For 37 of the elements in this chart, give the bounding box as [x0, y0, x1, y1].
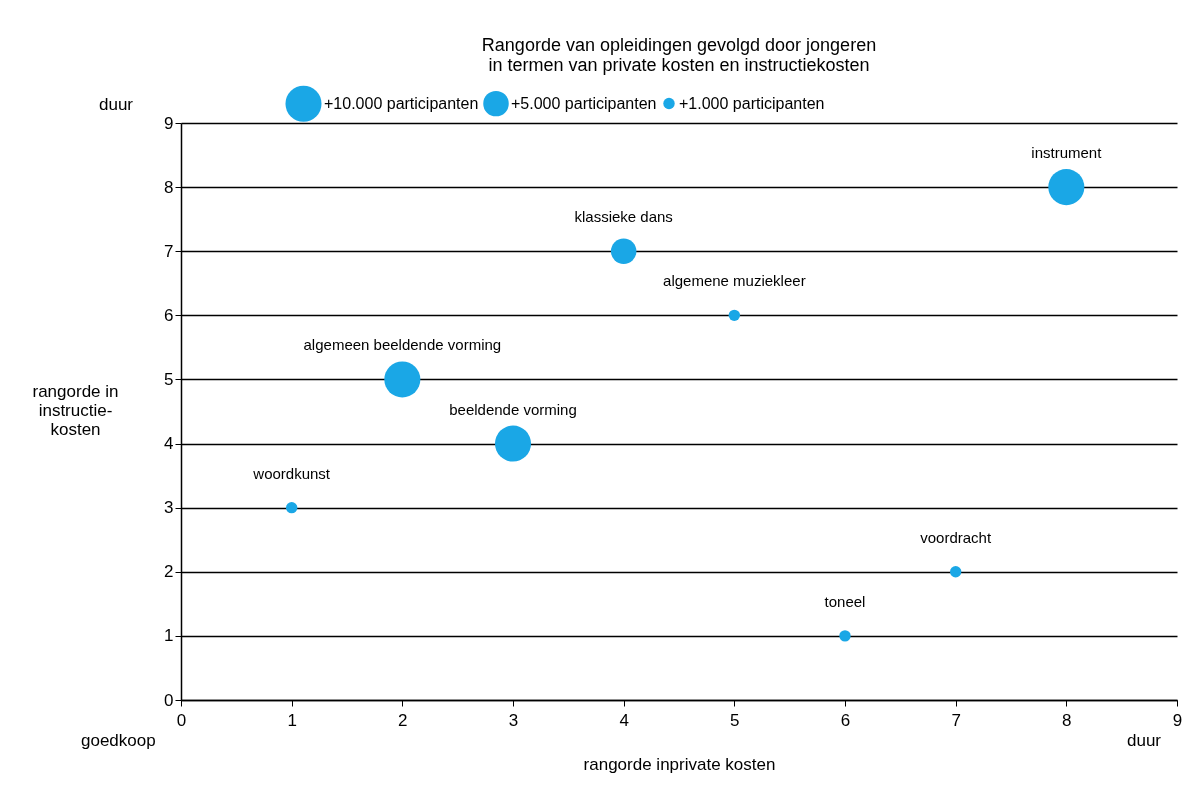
- y-tick-label: 6: [164, 305, 174, 325]
- annotation: klassieke dans: [574, 208, 673, 226]
- y-tick-label: 3: [164, 498, 174, 518]
- legend-label: +1.000 participanten: [679, 94, 825, 112]
- y-tick-label: 7: [164, 241, 174, 261]
- y-tick-label: 4: [164, 434, 174, 454]
- x-tick-label: 7: [951, 710, 961, 730]
- x-tick-label: 1: [287, 710, 297, 730]
- annotation: woordkunst: [252, 464, 331, 482]
- legend-label: +5.000 participanten: [511, 94, 657, 112]
- x-tick-label: 9: [1172, 710, 1183, 730]
- x-tick-label: 8: [1062, 710, 1072, 730]
- annotation: voordracht: [920, 528, 992, 546]
- x-tick-label: 3: [508, 710, 519, 730]
- text: Rangorde van opleidingen gevolgd door jongeren: [481, 35, 877, 55]
- y-axis-title: rangorde in instructie-kosten: [32, 382, 119, 439]
- x-tick-label: 2: [398, 710, 408, 730]
- text: duur: [1127, 731, 1162, 750]
- annotation: instrument: [1031, 144, 1103, 162]
- y-tick-label: 0: [164, 690, 174, 710]
- text: in termen van private kosten en instructiekosten: [488, 55, 870, 75]
- text: goedkoop: [81, 731, 156, 750]
- text: duur: [99, 95, 134, 114]
- y-tick-label: 8: [164, 177, 174, 197]
- y-tick-label: 2: [164, 562, 174, 582]
- x-tick-label: 6: [840, 710, 851, 730]
- x-axis-title: rangorde inprivate kosten: [583, 754, 776, 774]
- annotation: algemene muziekleer: [663, 272, 806, 290]
- annotation: algemeen beeldende vorming: [303, 336, 502, 354]
- y-tick-label: 9: [164, 113, 174, 133]
- annotation: beeldende vorming: [449, 400, 577, 418]
- x-tick-label: 4: [619, 710, 629, 730]
- annotation: toneel: [824, 592, 866, 610]
- legend-label: +10.000 participanten: [324, 94, 479, 112]
- y-tick-label: 5: [164, 369, 174, 389]
- y-tick-label: 1: [164, 626, 174, 646]
- x-tick-label: 5: [730, 710, 740, 730]
